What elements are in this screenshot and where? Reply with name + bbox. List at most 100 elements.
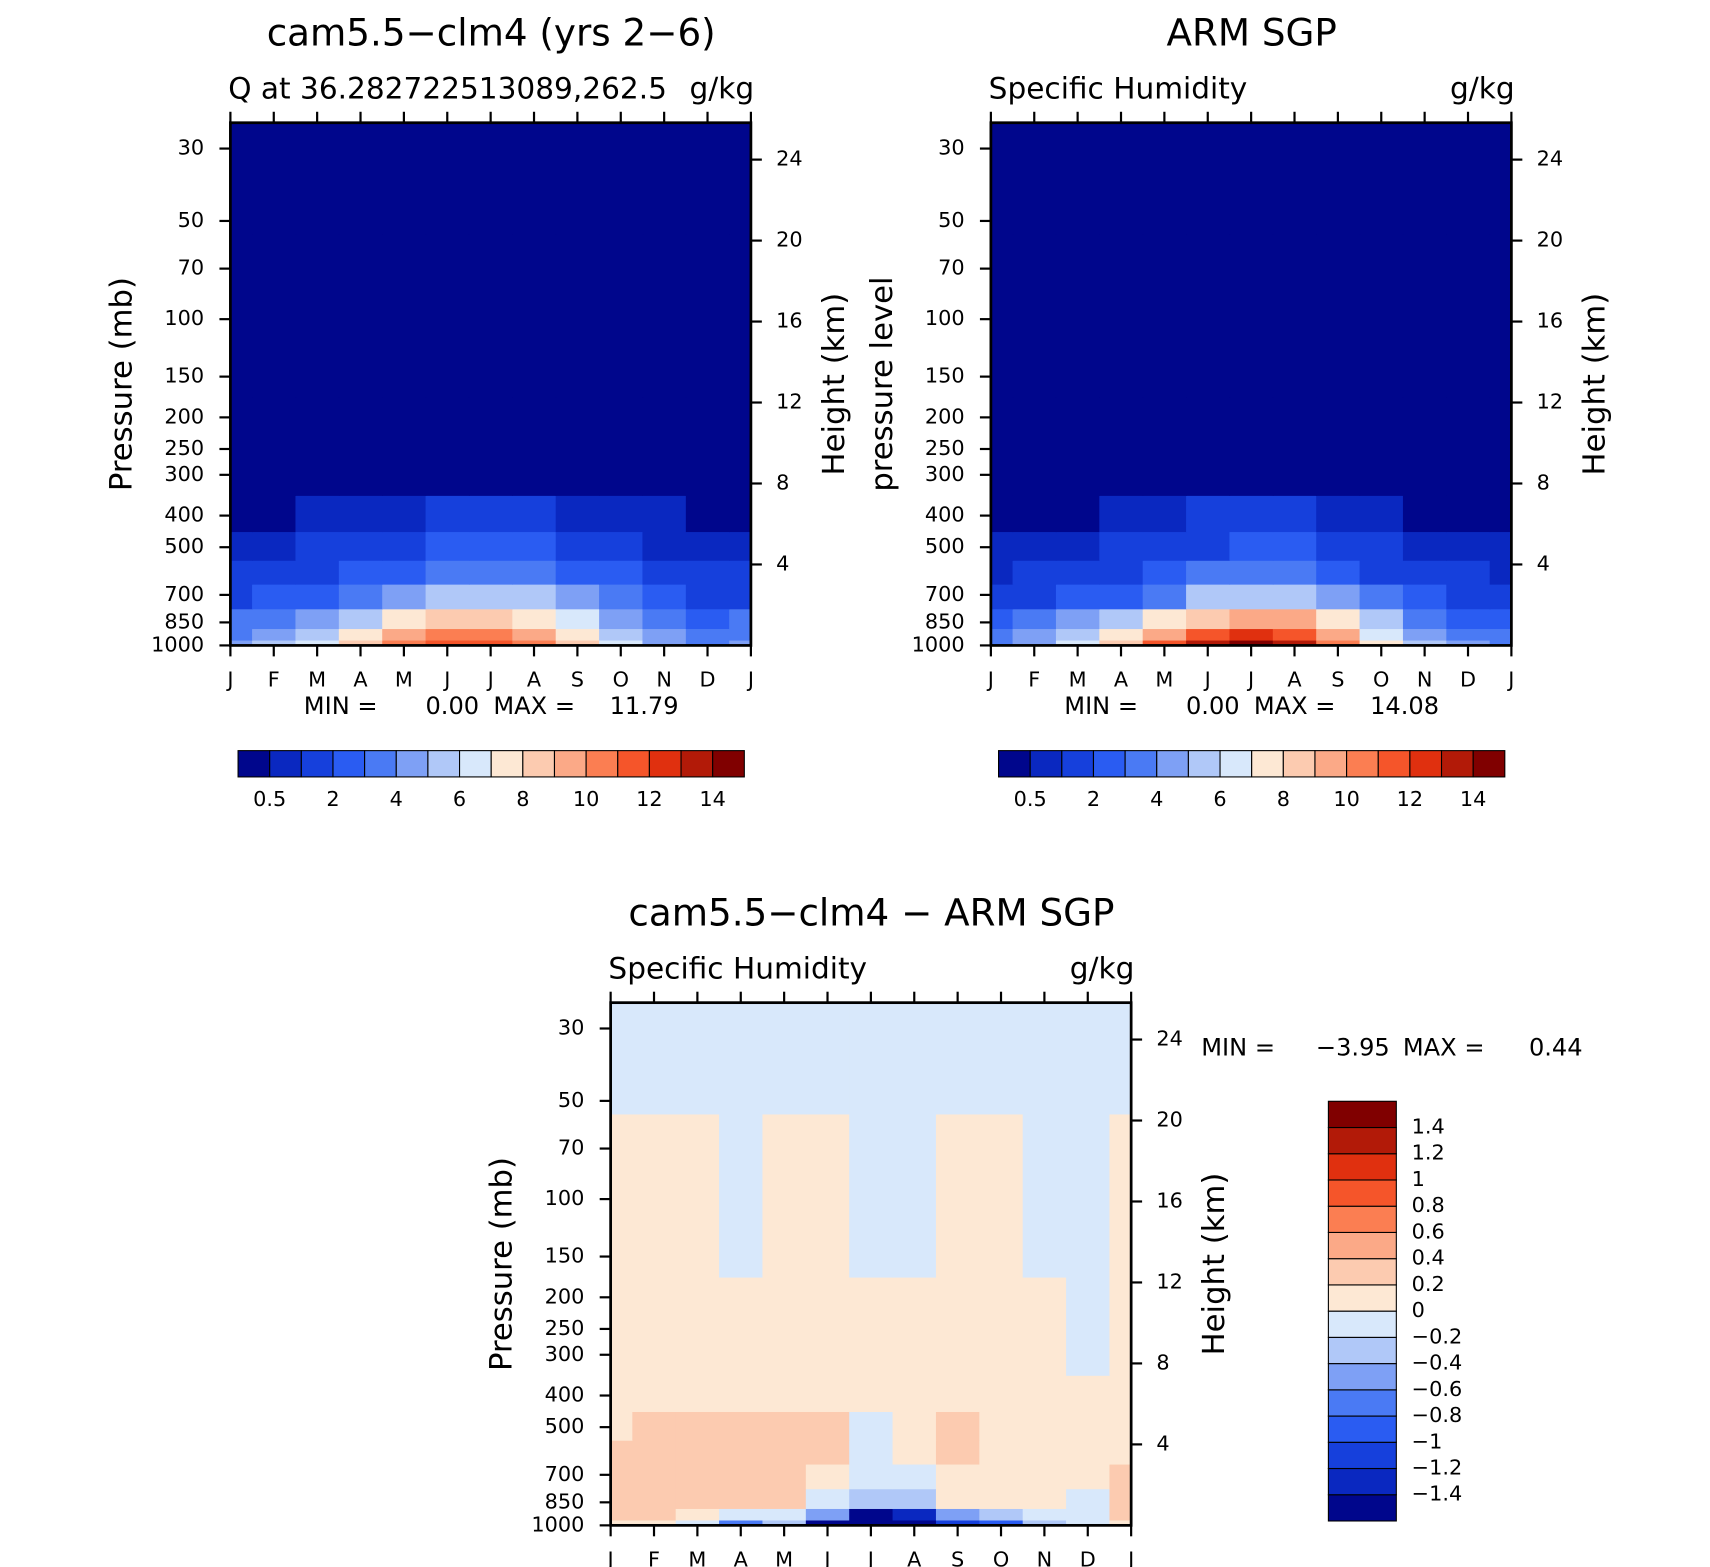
contour-cell (632, 1519, 677, 1527)
contour-cell (719, 1440, 764, 1465)
contour-cell (382, 608, 427, 630)
colorbar-label: 4 (390, 787, 403, 811)
colorbar-label: −0.8 (1412, 1403, 1463, 1427)
contour-cell (935, 1488, 980, 1509)
contour-cell (979, 1375, 1024, 1412)
contour-cell (805, 1113, 850, 1278)
colorbar-box (364, 750, 397, 778)
contour-cell (382, 122, 427, 235)
colorbar-box (1377, 750, 1411, 778)
contour-cell (1022, 1519, 1067, 1527)
min-value: 0.00 (425, 692, 479, 720)
contour-cell (719, 1508, 764, 1521)
contour-cell (729, 583, 752, 610)
x-tick-label: O (993, 1547, 1009, 1567)
contour-cell (1186, 396, 1231, 496)
contour-cell (338, 639, 383, 647)
y-tick-label: 300 (545, 1342, 585, 1366)
colorbar-box (1327, 1310, 1397, 1338)
y2-axis-label: Height (km) (817, 293, 852, 476)
min-label: MIN = (1201, 1034, 1275, 1062)
contour-cell (1055, 233, 1100, 398)
colorbar-label: 2 (326, 787, 339, 811)
contour-cell (252, 531, 297, 561)
colorbar-box (332, 750, 366, 778)
colorbar-box (1346, 750, 1379, 778)
contour-cell (719, 1519, 764, 1527)
contour-cell (1099, 531, 1144, 561)
colorbar-label: 14 (699, 787, 725, 811)
contour-cell (685, 639, 730, 647)
contour-cell (1229, 628, 1274, 641)
colorbar-label: 6 (453, 787, 466, 811)
contour-cell (719, 1113, 764, 1278)
contour-cell (1109, 1519, 1132, 1527)
chart-title: cam5.5−clm4 (yrs 2−6) (267, 11, 716, 55)
y-tick-label: 50 (938, 208, 964, 232)
colorbar-box (300, 750, 334, 778)
contour-cell (729, 495, 752, 533)
contour-cell (1359, 628, 1404, 641)
contour-cell (729, 122, 752, 235)
contour-cell (1446, 531, 1491, 561)
contour-cell (230, 122, 253, 235)
contour-cell (1489, 639, 1513, 647)
y2-tick-label: 16 (776, 309, 802, 333)
x-tick-label: A (1114, 667, 1129, 691)
contour-cell (1402, 628, 1447, 641)
x-tick-label: M (1069, 667, 1087, 691)
y-tick-label: 200 (925, 404, 965, 428)
x-tick-label: A (353, 667, 368, 691)
contour-cell (805, 1002, 850, 1115)
contour-cell (425, 531, 470, 561)
contour-cell (512, 639, 557, 647)
contour-cell (1402, 583, 1447, 610)
contour-cell (512, 495, 557, 533)
contour-cell (849, 1375, 894, 1412)
contour-cell (935, 1276, 980, 1376)
colorbar-box (680, 750, 714, 778)
contour-cell (719, 1002, 764, 1115)
contour-cell (425, 628, 470, 641)
contour-cell (729, 233, 752, 398)
contour-cell (1186, 583, 1231, 610)
contour-cell (685, 560, 730, 585)
contour-cell (849, 1440, 894, 1465)
x-tick-label: J (866, 1547, 874, 1567)
colorbar-label: 0.4 (1412, 1246, 1445, 1270)
x-tick-label: D (1460, 667, 1476, 691)
contour-cell (632, 1488, 677, 1509)
contour-cell (729, 560, 752, 585)
y-tick-label: 30 (938, 136, 964, 160)
contour-cell (425, 639, 470, 647)
contour-cell (642, 233, 687, 398)
contour-cell (295, 628, 340, 641)
contour-cell (1316, 233, 1361, 398)
contour-cell (1055, 608, 1100, 630)
contour-cell (512, 122, 557, 235)
contour-cell (1012, 122, 1057, 235)
units: g/kg (1070, 951, 1135, 985)
contour-cell (990, 608, 1014, 630)
y2-axis-label: Height (km) (1577, 293, 1612, 476)
contour-cell (642, 628, 687, 641)
contour-cell (1229, 396, 1274, 496)
contour-cell (555, 495, 600, 533)
contour-cell (610, 1375, 633, 1412)
colorbar-label: 0.8 (1412, 1193, 1445, 1217)
contour-cell (1109, 1375, 1132, 1412)
x-tick-label: O (613, 667, 629, 691)
contour-cell (719, 1488, 764, 1509)
contour-cell (1402, 560, 1447, 585)
x-tick-label: S (571, 667, 584, 691)
contour-cell (762, 1488, 807, 1509)
contour-cell (632, 1508, 677, 1521)
contour-cell (1109, 1440, 1132, 1465)
colorbar-box (1327, 1284, 1397, 1312)
contour-cell (719, 1276, 764, 1376)
contour-cell (979, 1519, 1024, 1527)
contour-cell (1109, 1411, 1132, 1441)
contour-cell (1316, 122, 1361, 235)
contour-cell (762, 1440, 807, 1465)
y-axis-label: Pressure (mb) (105, 277, 140, 491)
